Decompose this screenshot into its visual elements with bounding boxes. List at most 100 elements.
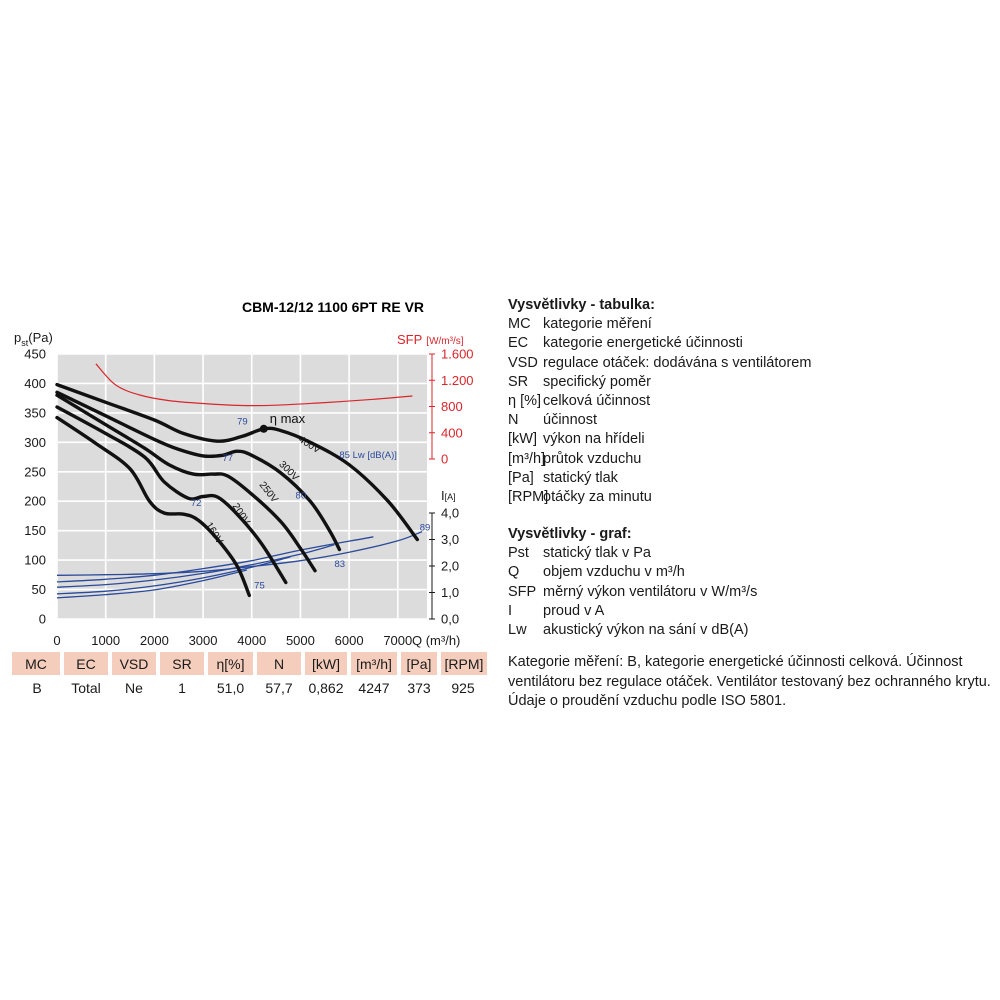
legend-row: Lw akustický výkon na sání v dB(A) — [508, 621, 757, 640]
x-tick-label: 2000 — [140, 633, 169, 648]
current-curve — [56, 544, 335, 588]
pressure-curve — [55, 415, 251, 598]
legend-key: MC — [508, 316, 531, 333]
legend-desc: výkon na hřídeli — [543, 431, 645, 448]
y-left-axis-label: pst(Pa) — [14, 330, 53, 348]
legend-key: [RPM] — [508, 489, 549, 506]
legend-desc: otáčky za minutu — [543, 489, 652, 506]
lw-label: 85 Lw [dB(A)] — [339, 450, 397, 461]
measurement-note: Kategorie měření: B, kategorie energetic… — [508, 654, 991, 709]
spec-value-cell: 57,7 — [265, 680, 293, 696]
lw-label: 72 — [191, 498, 202, 509]
x-tick-label: 4000 — [237, 633, 266, 648]
spec-table-header-row: MC EC VSD SR η[%] N [kW] [m³/h] [Pa] [RP… — [12, 652, 487, 675]
x-ticks: 0 1000 2000 3000 4000 5000 6000 7000 — [53, 633, 412, 648]
pressure-curves — [55, 382, 419, 598]
legend-desc: kategorie měření — [543, 316, 652, 333]
legend-row: SR specifický poměr — [508, 373, 811, 392]
pressure-curve — [55, 382, 419, 542]
chart-title: CBM-12/12 1100 6PT RE VR — [242, 299, 424, 315]
y-left-tick-label: 50 — [32, 582, 46, 597]
spec-value-cell: 4247 — [358, 680, 390, 696]
legend-desc: akustický výkon na sání v dB(A) — [543, 622, 749, 639]
current-curve — [56, 569, 248, 599]
spec-header-cell: SR — [156, 652, 206, 675]
legend-desc: specifický poměr — [543, 373, 651, 390]
lw-label: 89 — [420, 523, 431, 534]
legend-desc: kategorie energetické účinnosti — [543, 335, 743, 352]
spec-header-cell: N — [253, 652, 303, 675]
legend-desc: měrný výkon ventilátoru v W/m³/s — [543, 583, 758, 600]
legend-table-title: Vysvětlivky - tabulka: — [508, 297, 655, 313]
spec-header-cell: [m³/h] — [347, 652, 399, 675]
lw-label: 83 — [335, 559, 346, 570]
spec-table: MC EC VSD SR η[%] N [kW] [m³/h] [Pa] [RP… — [12, 652, 487, 701]
lw-label: 77 — [223, 453, 234, 464]
legend-row: MC kategorie měření — [508, 315, 811, 334]
pressure-curve — [55, 393, 317, 573]
legend-graph: Vysvětlivky - graf: Pst statický tlak v P… — [508, 525, 757, 640]
spec-value-cell: Total — [71, 680, 101, 696]
spec-value-cell: 373 — [407, 680, 431, 696]
x-axis-label: Q (m³/h) — [412, 633, 460, 648]
x-tick-label: 7000 — [383, 633, 412, 648]
spec-header-cell: MC — [12, 652, 62, 675]
x-tick-label: 5000 — [286, 633, 315, 648]
y-left-tick-label: 350 — [24, 405, 46, 420]
spec-header-cell: VSD — [108, 652, 158, 675]
spec-value-cell: 0,862 — [308, 680, 344, 696]
pressure-curve — [55, 405, 288, 585]
eta-max-label: η max — [270, 411, 306, 426]
y-left-tick-label: 150 — [24, 523, 46, 538]
spec-header-cell: [RPM] — [437, 652, 487, 675]
legend-key: N — [508, 412, 519, 429]
legend-row: [kW] výkon na hřídeli — [508, 430, 811, 449]
current-curve — [56, 530, 423, 576]
spec-header-cell: [Pa] — [397, 652, 439, 675]
legend-row: SFP měrný výkon ventilátoru v W/m³/s — [508, 583, 757, 602]
legend-row: [RPM] otáčky za minutu — [508, 488, 811, 507]
lw-label: 75 — [254, 580, 265, 591]
spec-value-cell: 51,0 — [216, 680, 245, 696]
legend-table: Vysvětlivky - tabulka: MC kategorie měřen… — [508, 296, 811, 507]
lw-label: 79 — [237, 417, 248, 428]
legend-desc: průtok vzduchu — [543, 450, 642, 467]
legend-desc: objem vzduchu v m³/h — [543, 564, 685, 581]
legend-key: Q — [508, 564, 520, 581]
legend-row: Pst statický tlak v Pa — [508, 544, 757, 563]
legend-row: [Pa] statický tlak — [508, 469, 811, 488]
legend-key: [m³/h] — [508, 450, 546, 467]
spec-table-value-row: B Total Ne 1 51,0 57,7 0,862 4247 373 92… — [12, 675, 487, 701]
sfp-ticks: 0 400 800 1.200 1.600 — [429, 347, 474, 467]
legend-desc: celková účinnost — [543, 393, 651, 410]
legend-key: SR — [508, 373, 529, 390]
x-tick-label: 6000 — [335, 633, 364, 648]
legend-row: VSD regulace otáček: dodávána s ventiláto… — [508, 354, 811, 373]
legend-row: [m³/h] průtok vzduchu — [508, 450, 811, 469]
sfp-curve-group — [95, 363, 413, 407]
current-tick-label: 1,0 — [441, 585, 459, 600]
legend-desc: účinnost — [543, 412, 598, 429]
legend-desc: statický tlak — [543, 469, 618, 486]
sfp-curve — [95, 363, 413, 407]
y-left-tick-label: 0 — [39, 612, 46, 627]
x-tick-label: 3000 — [189, 633, 218, 648]
sfp-axis-label: SFP [W/m³/s] — [397, 332, 464, 347]
legend-key: SFP — [508, 583, 537, 600]
sfp-tick-label: 800 — [441, 399, 463, 414]
legend-desc: statický tlak v Pa — [543, 545, 651, 562]
legend-key: η [%] — [508, 393, 542, 410]
legend-key: Lw — [508, 622, 527, 639]
legend-graph-title: Vysvětlivky - graf: — [508, 526, 632, 542]
legend-row: EC kategorie energetické účinnosti — [508, 334, 811, 353]
y-left-tick-label: 250 — [24, 464, 46, 479]
current-tick-label: 2,0 — [441, 559, 459, 574]
spec-value-cell: B — [32, 680, 42, 696]
spec-value-cell: Ne — [125, 680, 143, 696]
x-tick-label: 0 — [53, 633, 60, 648]
x-tick-label: 1000 — [91, 633, 120, 648]
fan-performance-chart: CBM-12/12 1100 6PT RE VR pst(Pa) SFP [W/m… — [14, 299, 474, 648]
current-tick-label: 4,0 — [441, 506, 459, 521]
